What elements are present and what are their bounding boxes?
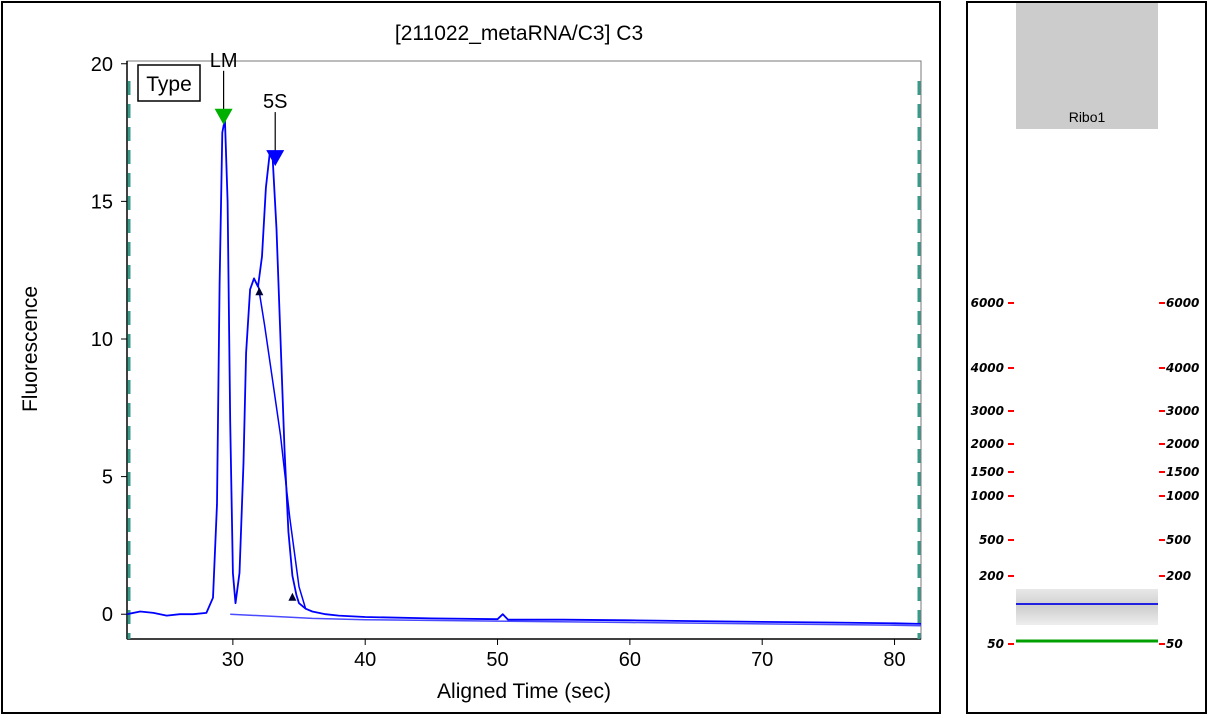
legend-label: Type <box>146 73 192 96</box>
peak-boundary-marker <box>288 592 297 601</box>
y-axis-label: Fluorescence <box>19 286 42 412</box>
y-tick-label: 0 <box>102 604 113 626</box>
sample-well <box>1016 3 1158 129</box>
ladder-label-right: 4000 <box>1165 361 1199 375</box>
x-axis-label: Aligned Time (sec) <box>437 680 611 703</box>
sample-label: Ribo1 <box>1069 109 1106 125</box>
x-tick-label: 70 <box>751 649 773 671</box>
gel-image-panel: Ribo1 6000 6000 4000 4000 3000 3000 2000 2000 15… <box>966 1 1207 714</box>
peak-marker-5s <box>266 150 285 167</box>
ladder-label-right: 1000 <box>1166 489 1199 503</box>
baseline-line <box>230 613 922 627</box>
ladder-label-left: 1500 <box>971 465 1004 479</box>
peak-label-5s: 5S <box>263 91 287 113</box>
x-tick-label: 50 <box>486 649 508 671</box>
peak-label-lm: LM <box>210 50 238 72</box>
ladder-label-right: 6000 <box>1166 296 1199 310</box>
y-tick-label: 20 <box>91 54 113 76</box>
peak-fit-line <box>257 283 307 609</box>
electropherogram-chart: [211022_metaRNA/C3] C3 30 40 50 60 70 80 0 5 10 1… <box>19 22 922 703</box>
ladder-label-right: 1500 <box>1166 465 1199 479</box>
x-tick-label: 30 <box>222 649 244 671</box>
y-tick-label: 10 <box>91 329 113 351</box>
gel-lane: Ribo1 6000 6000 4000 4000 3000 3000 2000 2000 15… <box>970 3 1199 651</box>
ladder-label-left: 6000 <box>971 296 1004 310</box>
ladder-label-left: 2000 <box>971 437 1004 451</box>
ladder-label-left: 50 <box>987 637 1004 651</box>
trace-line <box>126 117 922 625</box>
ladder-label-right: 200 <box>1166 569 1191 583</box>
ladder-label-left: 3000 <box>971 404 1004 418</box>
chart-title: [211022_metaRNA/C3] C3 <box>395 22 643 45</box>
ladder-label-left: 500 <box>979 533 1004 547</box>
legend: Type <box>137 64 201 102</box>
electropherogram-panel: [211022_metaRNA/C3] C3 30 40 50 60 70 80 0 5 10 1… <box>1 1 941 714</box>
x-tick-label: 40 <box>354 649 376 671</box>
x-tick-label: 60 <box>619 649 641 671</box>
ladder-label-right: 500 <box>1166 533 1191 547</box>
ladder-label-right: 3000 <box>1166 404 1199 418</box>
legend-box <box>137 64 201 102</box>
ladder-label-left: 200 <box>979 569 1004 583</box>
x-tick-label: 80 <box>883 649 905 671</box>
peak-boundary-marker <box>255 287 264 296</box>
ladder-label-right: 50 <box>1166 637 1183 651</box>
smear-region <box>1016 589 1158 625</box>
ladder-label-right: 2000 <box>1166 437 1199 451</box>
y-tick-label: 5 <box>102 467 113 489</box>
ladder-label-left: 1000 <box>971 489 1004 503</box>
peak-marker-lm <box>214 108 233 125</box>
ladder-label-left: 4000 <box>970 361 1004 375</box>
y-tick-label: 15 <box>91 191 113 213</box>
